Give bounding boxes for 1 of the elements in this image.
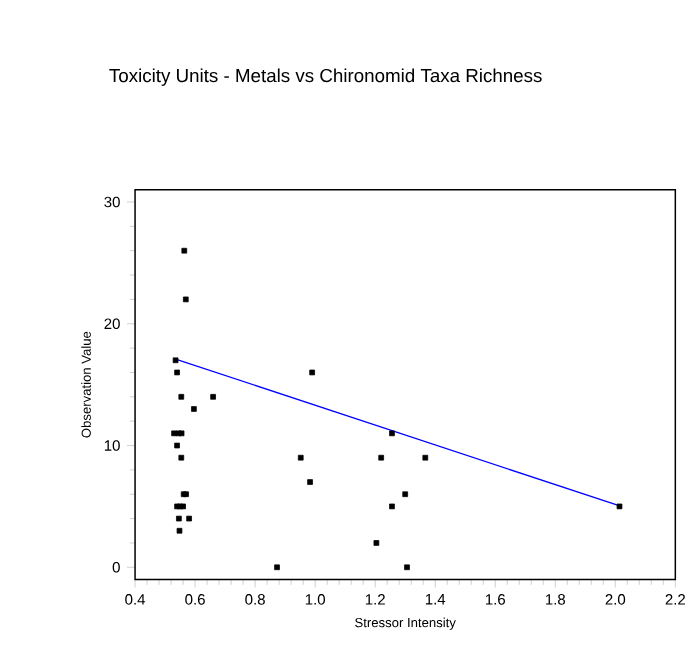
chart-title: Toxicity Units - Metals vs Chironomid Taxa Richness [109, 68, 542, 87]
